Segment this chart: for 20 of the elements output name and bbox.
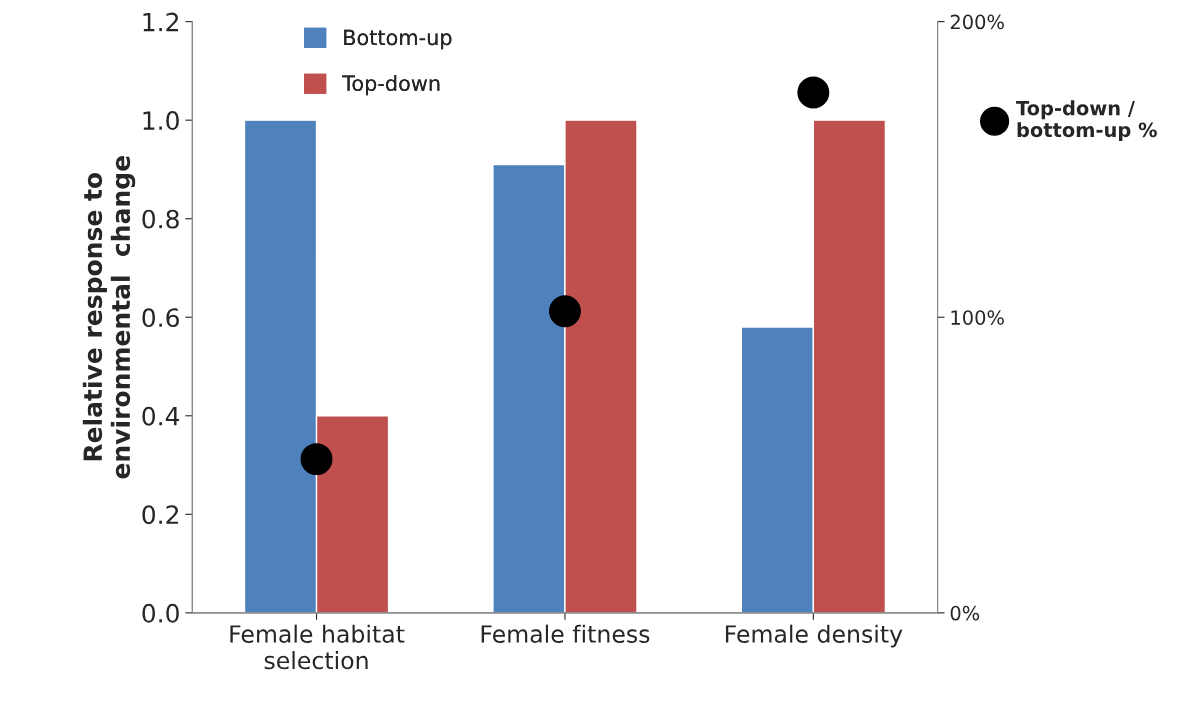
- y-tick-label: 0.4: [142, 406, 180, 426]
- point: [797, 76, 830, 109]
- y-tick-label: 0.0: [142, 603, 179, 623]
- y-tick-label: 1.0: [143, 111, 179, 131]
- y-tick-label: 1.2: [143, 12, 179, 32]
- legend-label: Top-down / bottom-up %: [1016, 100, 1157, 141]
- point: [548, 295, 581, 328]
- x-tick-label: Female fitness: [481, 624, 650, 643]
- y-tick-label: 0.8: [142, 209, 179, 229]
- y2-tick-label: 200%: [950, 14, 1004, 30]
- y2-tick-label: 100%: [951, 310, 1004, 325]
- legend-label: Bottom-up: [344, 29, 452, 50]
- point: [300, 443, 333, 476]
- legend-label: Top-down: [342, 74, 440, 96]
- x-tick-label: Female habitat selection: [230, 624, 405, 670]
- y-tick-label: 0.6: [142, 308, 179, 328]
- x-tick-label: Female density: [725, 624, 903, 648]
- y2-tick-label: 0%: [950, 605, 980, 621]
- y-axis-title: Relative response to environmental change: [82, 156, 136, 479]
- y-tick-label: 0.2: [142, 505, 179, 525]
